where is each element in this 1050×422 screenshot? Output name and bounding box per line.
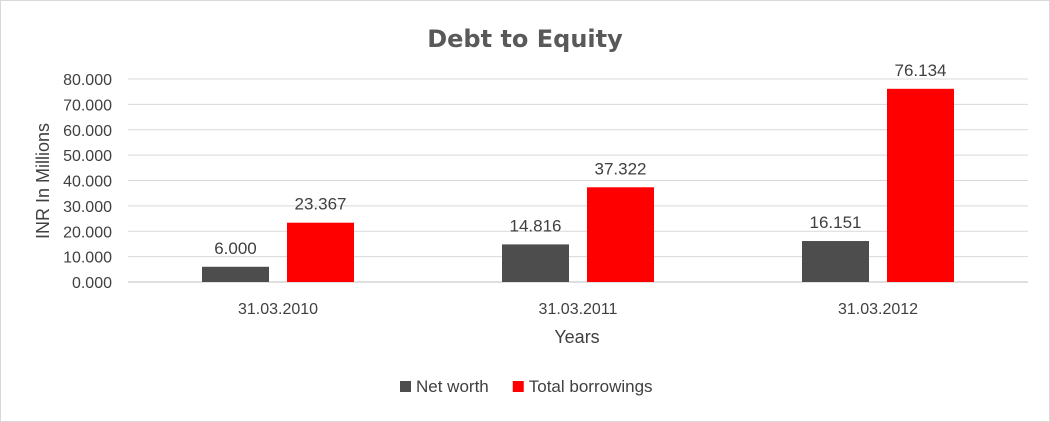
y-axis-title: INR In Millions	[33, 123, 53, 239]
bar-net-worth	[802, 241, 869, 282]
data-label: 37.322	[595, 159, 647, 178]
data-labels: 6.000 23.367 14.816 37.322 16.151 76.134	[214, 61, 946, 258]
gridlines	[128, 78, 1028, 283]
legend-label: Net worth	[416, 377, 489, 396]
x-tick-label: 31.03.2010	[238, 301, 318, 318]
y-tick-label: 20.000	[63, 224, 112, 241]
y-tick-label: 30.000	[63, 199, 112, 216]
x-axis-ticks: 31.03.2010 31.03.2011 31.03.2012	[238, 301, 918, 318]
legend: Net worth Total borrowings	[400, 377, 653, 396]
legend-swatch	[400, 381, 411, 392]
x-tick-label: 31.03.2012	[838, 301, 918, 318]
bar-total-borrowings	[587, 187, 654, 282]
y-tick-label: 10.000	[63, 250, 112, 267]
data-label: 6.000	[214, 239, 257, 258]
y-tick-label: 60.000	[63, 123, 112, 140]
bars	[202, 88, 954, 283]
data-label: 16.151	[810, 213, 862, 232]
legend-swatch	[512, 381, 524, 392]
x-axis-title: Years	[554, 327, 599, 347]
y-tick-label: 70.000	[63, 97, 112, 114]
y-axis-ticks: 0.000 10.000 20.000 30.000 40.000 50.000 60.00…	[63, 72, 112, 292]
y-tick-label: 80.000	[63, 72, 112, 89]
data-label: 23.367	[295, 195, 347, 214]
y-tick-label: 50.000	[63, 148, 112, 165]
data-label: 14.816	[510, 216, 562, 235]
bar-net-worth	[202, 266, 269, 282]
y-tick-label: 0.000	[72, 275, 112, 292]
bar-total-borrowings	[887, 88, 954, 283]
bar-total-borrowings	[287, 222, 354, 282]
y-tick-label: 40.000	[63, 174, 112, 191]
data-label: 76.134	[895, 61, 947, 80]
legend-label: Total borrowings	[529, 377, 653, 396]
x-tick-label: 31.03.2011	[539, 301, 618, 318]
bar-net-worth	[502, 244, 569, 282]
chart-title: Debt to Equity	[427, 25, 623, 53]
